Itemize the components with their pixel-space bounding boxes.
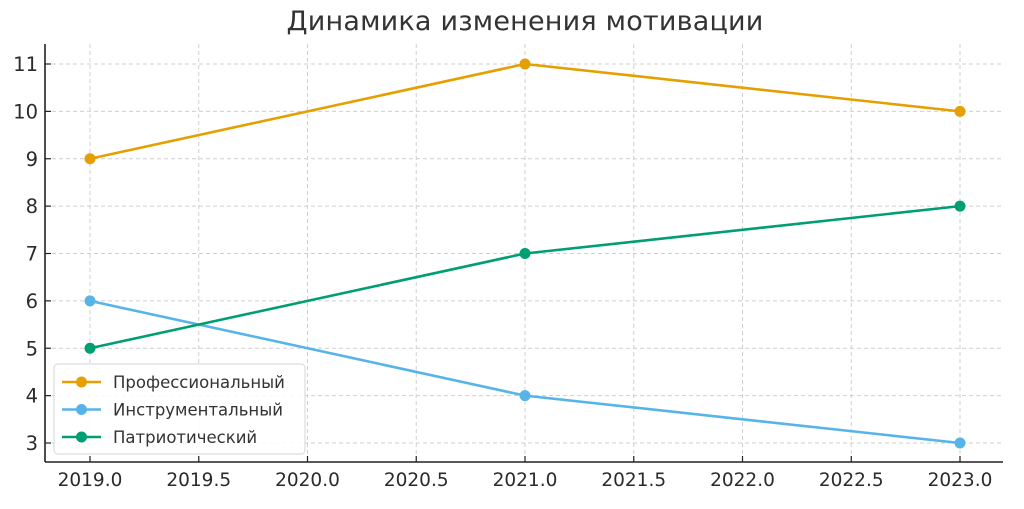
data-point-marker [519,390,531,402]
legend-marker-icon [76,376,87,388]
x-tick-label: 2020.5 [384,470,449,491]
y-tick-label: 8 [26,195,38,218]
axes: 2019.0 2019.5 2020.0 2020.5 2021.0 2021.5 2022… [13,44,1003,491]
legend-item: Инструментальный [62,401,283,420]
x-tick-label: 2021.5 [601,470,666,491]
x-tick-label: 2019.5 [166,470,231,491]
y-tick-label: 11 [13,53,38,76]
y-tick-label: 7 [26,243,38,266]
data-point-marker [954,105,966,117]
y-tick-label: 3 [26,432,38,455]
chart-title: Динамика изменения мотивации [286,6,764,37]
legend-item: Профессиональный [62,373,285,392]
data-point-marker [519,58,531,70]
data-point-marker [954,200,966,212]
y-tick-label: 6 [26,290,38,313]
y-tick-label: 9 [26,148,38,171]
x-tick-label: 2019.0 [58,470,123,491]
series-lines [84,58,966,449]
x-tick-label: 2023.0 [928,470,993,491]
data-point-marker [84,153,96,165]
legend: Профессиональный Инструментальный Патриоти… [53,363,306,455]
data-point-marker [954,437,966,449]
legend-marker-icon [76,431,87,443]
legend-label: Профессиональный [113,373,285,392]
data-point-marker [84,342,96,354]
series-3 [84,200,966,354]
series-1 [84,58,966,165]
x-tick-label: 2021.0 [493,470,558,491]
x-tick-label: 2020.0 [275,470,340,491]
legend-label: Патриотический [113,428,257,447]
y-tick-label: 10 [13,100,38,123]
y-tick-label: 4 [26,385,38,408]
x-tick-label: 2022.0 [710,470,775,491]
legend-label: Инструментальный [113,401,283,420]
data-point-marker [84,295,96,307]
legend-item: Патриотический [62,428,257,447]
series-2 [84,295,966,449]
x-tick-label: 2022.5 [819,470,884,491]
legend-marker-icon [76,404,87,415]
legend-box [53,363,306,455]
data-point-marker [519,248,531,259]
y-tick-label: 5 [26,337,38,360]
